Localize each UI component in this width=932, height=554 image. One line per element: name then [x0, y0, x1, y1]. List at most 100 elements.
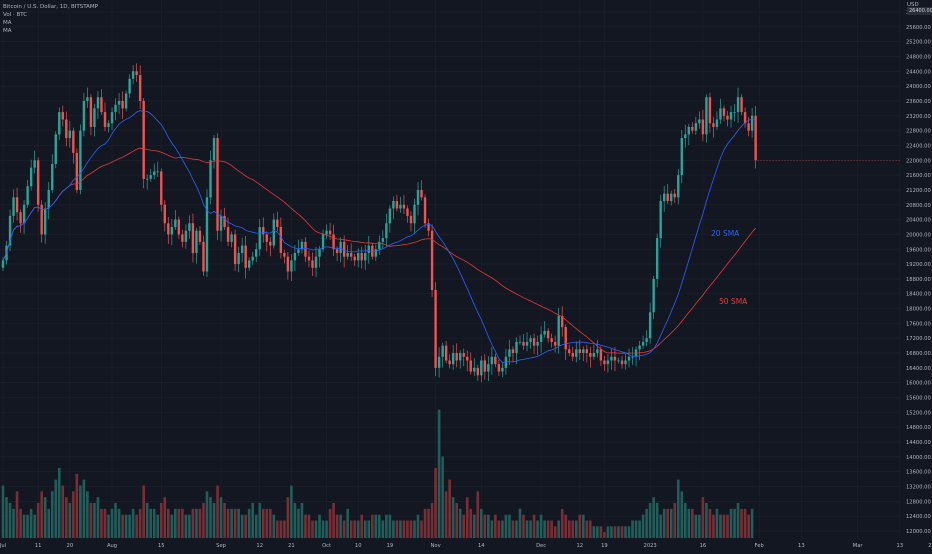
candle-body [163, 204, 166, 224]
candle-body [497, 364, 501, 372]
volume-bar [494, 514, 497, 538]
volume-bar [79, 485, 82, 538]
candle-body [627, 356, 631, 361]
candle-body [568, 349, 571, 354]
time-tick-label: 20 [67, 543, 74, 549]
sma-50-line [2, 147, 756, 354]
price-tick-label: 19200.00 [906, 262, 931, 268]
volume-bar [26, 514, 29, 538]
volume-bar [191, 508, 195, 538]
volume-bar [65, 497, 68, 538]
candle-body [15, 197, 19, 213]
candle-body [631, 356, 634, 358]
volume-bar [553, 526, 557, 538]
candle-body [451, 353, 455, 365]
volume-bar [283, 520, 286, 538]
candle-body [561, 315, 564, 328]
price-tick-label: 14800.00 [906, 425, 931, 431]
time-axis[interactable]: Jul 11 20 Aug 15 Sep 12 21 Oct 10 19 Nov 14 Dec 12 19 20… [0, 543, 932, 549]
volume-bar [687, 508, 691, 538]
candle-body [536, 341, 539, 346]
volume-bar [585, 520, 589, 538]
candle-body [110, 112, 114, 124]
candle-body [532, 338, 536, 346]
price-axis[interactable]: 12000.00 12400.00 12800.00 13200.00 13600.00… [906, 10, 931, 535]
volume-bar [33, 514, 36, 538]
candle-body [321, 234, 325, 250]
volume-bar [733, 508, 736, 538]
ma-indicator-label-2[interactable]: MA [3, 28, 12, 34]
candle-body [68, 130, 72, 139]
volume-bar [423, 508, 427, 538]
volume-bar [490, 520, 494, 538]
candle-body [174, 219, 177, 228]
candle-body [244, 245, 247, 268]
volume-bar [641, 514, 645, 538]
volume-bar [142, 485, 145, 538]
volume-bar [75, 473, 79, 538]
candle-body [582, 349, 585, 354]
volume-bar [574, 520, 578, 538]
candle-body [33, 160, 36, 168]
candle-body [58, 112, 61, 135]
candle-body [51, 163, 54, 190]
candle-body [395, 201, 399, 209]
candle-body [117, 100, 121, 105]
candle-body [89, 97, 93, 127]
volume-bar [451, 497, 455, 538]
volume-bar [297, 508, 300, 538]
volume-bar [138, 508, 142, 538]
volume-bar [279, 520, 283, 538]
ma-indicator-label-1[interactable]: MA [3, 20, 12, 26]
time-tick-label: 2023 [644, 543, 657, 549]
candle-body [729, 112, 733, 120]
symbol-title[interactable]: Bitcoin / U.S. Dollar, 1D, BITSTAMP [3, 4, 98, 10]
candle-body [131, 71, 135, 79]
candle-body [715, 119, 719, 127]
volume-bar [427, 508, 430, 538]
volume-bar [441, 456, 444, 538]
volume-bar [522, 514, 525, 538]
candle-body [269, 241, 272, 246]
candle-body [156, 171, 159, 173]
volume-bar [251, 503, 255, 538]
candle-body [437, 356, 441, 368]
price-tick-label: 22800.00 [906, 129, 931, 135]
candle-body [325, 230, 328, 235]
candle-body [684, 134, 687, 139]
volume-bar [29, 508, 33, 538]
volume-bar [669, 508, 673, 538]
volume-bar [722, 514, 726, 538]
candle-body [708, 97, 712, 124]
candle-body [223, 215, 226, 228]
volume-bar [12, 508, 15, 538]
price-tick-label: 17600.00 [906, 321, 931, 327]
candle-body [279, 227, 283, 253]
volume-bar [638, 520, 641, 538]
candle-body [740, 97, 743, 113]
time-tick-label: 13 [897, 543, 904, 549]
price-tick-label: 25600.00 [906, 25, 931, 31]
volume-bar [163, 497, 167, 538]
candle-body [455, 353, 458, 361]
volume-bar [582, 514, 585, 538]
candle-body [255, 249, 258, 257]
volume-indicator-label[interactable]: Vol · BTC [3, 12, 28, 18]
price-tick-label: 14400.00 [906, 440, 931, 446]
candle-body [100, 97, 103, 113]
price-tick-label: 20400.00 [906, 218, 931, 224]
candle-body [47, 189, 50, 209]
volume-bar [476, 491, 480, 538]
volume-bar [715, 508, 719, 538]
volume-bar [363, 520, 367, 538]
price-tick-label: 19600.00 [906, 247, 931, 253]
volume-bar [219, 497, 223, 538]
volume-bar [230, 508, 233, 538]
volume-bar [321, 520, 325, 538]
volume-bar [736, 503, 740, 538]
candle-body [494, 356, 497, 365]
volume-bar [434, 468, 437, 538]
volume-bar [72, 491, 75, 538]
